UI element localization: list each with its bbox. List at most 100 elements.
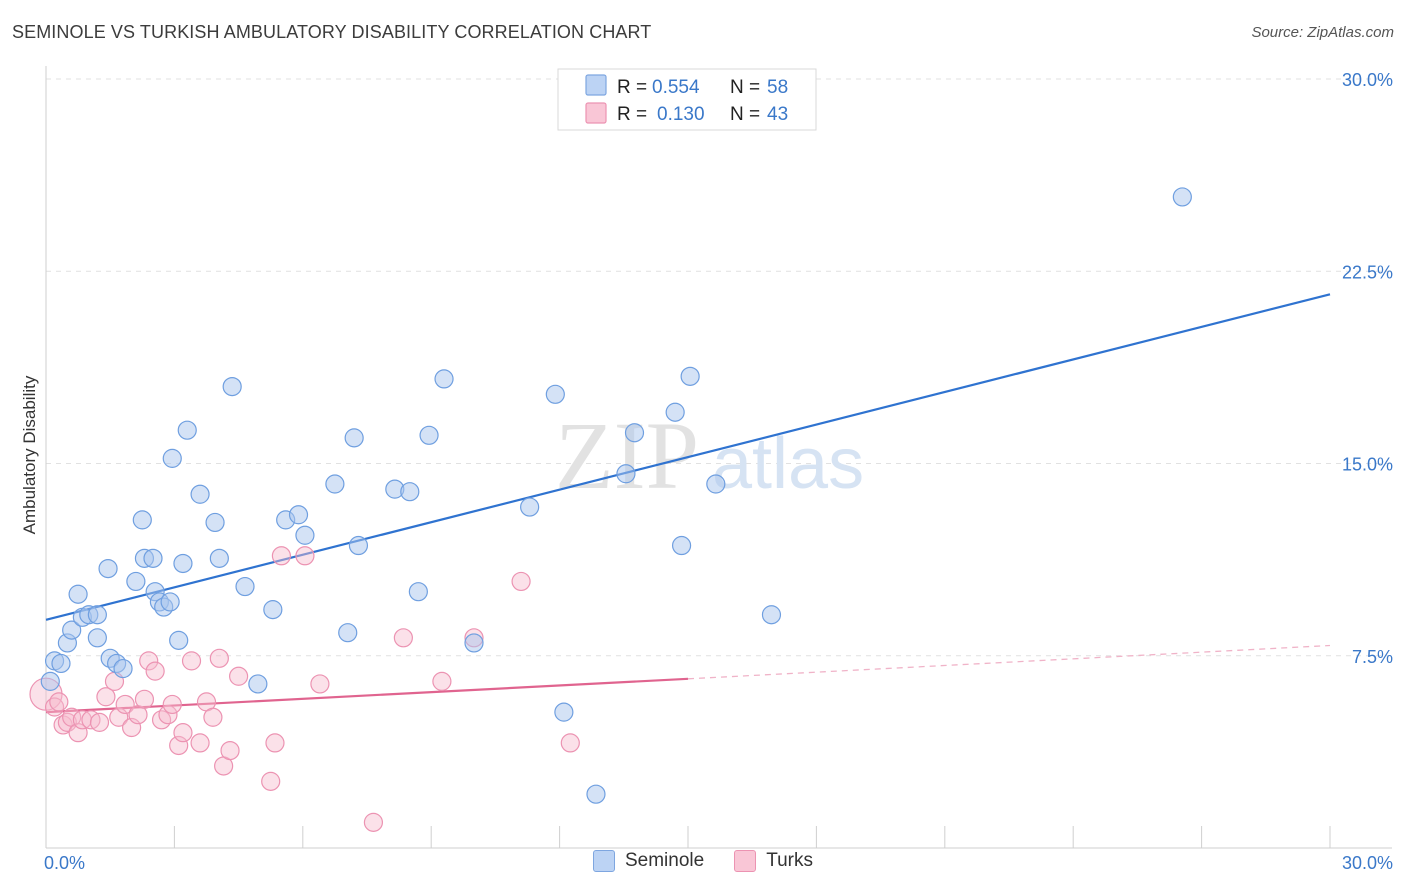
legend-n-label-turks: N = — [730, 104, 760, 125]
tick-labels: 7.5% 15.0% 22.5% 30.0% 0.0% 30.0% — [44, 70, 1393, 873]
turks-point — [190, 733, 210, 753]
turks-point — [181, 651, 202, 671]
turks-point — [393, 628, 413, 648]
axes — [45, 66, 1392, 849]
seminole-point — [143, 548, 163, 568]
y-tick-label-2: 22.5% — [1342, 262, 1393, 282]
seminole-point — [338, 623, 358, 643]
turks-point — [295, 546, 315, 566]
turks-point — [310, 674, 330, 694]
seminole-point — [162, 448, 182, 468]
watermark-atlas: atlas — [712, 424, 864, 504]
seminole-point — [520, 497, 540, 517]
legend-swatch-turks — [585, 102, 607, 124]
legend-item-turks: Turks — [734, 850, 813, 872]
seminole-point — [209, 548, 229, 568]
legend-label-seminole: Seminole — [624, 850, 705, 871]
seminole-point — [87, 605, 107, 625]
turks-point — [169, 735, 189, 756]
seminole-point — [40, 671, 60, 691]
legend-n-value-turks: 43 — [767, 104, 788, 125]
seminole-point — [400, 482, 420, 502]
seminole-trend-line — [45, 293, 1331, 621]
legend-n-value-seminole: 58 — [767, 77, 788, 98]
turks-point — [49, 692, 69, 712]
grid-lines — [46, 78, 1392, 657]
seminole-point — [761, 605, 782, 625]
seminole-point — [68, 584, 88, 604]
turks-trend-line — [45, 677, 689, 714]
turks-point — [261, 771, 281, 791]
turks-trend-extension — [687, 644, 1331, 680]
turks-point — [271, 546, 291, 566]
seminole-point — [706, 474, 726, 494]
seminole-point — [263, 600, 283, 620]
seminole-point — [586, 784, 606, 804]
turks-point — [151, 710, 172, 730]
y-tick-label-0: 7.5% — [1352, 647, 1393, 667]
legend-r-value-seminole: 0.554 — [652, 77, 700, 98]
turks-point — [158, 705, 178, 725]
seminole-point — [173, 553, 193, 574]
seminole-point — [554, 702, 574, 722]
turks-point — [511, 571, 531, 592]
legend-r-label-turks: R = — [617, 104, 647, 125]
seminole-point — [288, 505, 309, 525]
turks-point — [68, 723, 88, 743]
seminole-point — [325, 474, 345, 494]
seminole-point — [464, 633, 484, 653]
seminole-point — [98, 558, 118, 579]
legend-swatch-seminole — [585, 74, 607, 96]
seminole-point — [434, 369, 454, 389]
seminole-point — [205, 512, 225, 533]
turks-point — [363, 812, 384, 832]
bottom-legend: Seminole Turks — [0, 850, 1406, 872]
seminole-point — [248, 674, 268, 694]
seminole-point — [419, 425, 439, 445]
turks-point — [229, 666, 249, 686]
turks-point — [162, 694, 182, 715]
turks-point — [96, 687, 116, 707]
turks-point — [89, 712, 110, 732]
seminole-point — [616, 464, 636, 484]
seminole-point — [408, 582, 428, 602]
turks-point — [139, 651, 159, 671]
legend-swatch-seminole-bottom — [592, 850, 615, 872]
seminole-point — [295, 525, 315, 545]
y-tick-label-1: 15.0% — [1342, 455, 1393, 475]
seminole-point — [190, 484, 210, 504]
seminole-point — [665, 402, 685, 422]
x-tick-label-0: 0.0% — [44, 853, 85, 873]
seminole-point — [680, 366, 700, 386]
top-legend: R = 0.554 N = 58 R = 0.130 N = 43 — [557, 68, 817, 131]
seminole-point — [113, 658, 133, 679]
legend-swatch-turks-bottom — [734, 850, 757, 872]
seminole-point — [169, 630, 189, 650]
seminole-point — [126, 571, 146, 592]
turks-point — [560, 733, 580, 753]
seminole-point — [671, 535, 692, 556]
legend-n-label-seminole: N = — [730, 77, 760, 98]
seminole-point — [344, 428, 364, 448]
legend-r-value-turks: 0.130 — [657, 104, 705, 125]
seminole-point — [545, 384, 565, 404]
seminole-point — [222, 377, 242, 397]
turks-point — [115, 694, 135, 715]
seminole-point — [62, 620, 82, 640]
legend-label-turks: Turks — [766, 850, 813, 871]
turks-point — [173, 723, 193, 743]
legend-item-seminole: Seminole — [592, 850, 705, 872]
seminole-point — [132, 510, 152, 530]
watermark: ZIP atlas — [555, 402, 864, 509]
turks-point — [265, 733, 285, 753]
turks-point — [432, 671, 452, 691]
legend-r-label-seminole: R = — [617, 77, 647, 98]
data-points — [29, 187, 1192, 832]
seminole-point — [177, 420, 197, 440]
x-tick-label-1: 30.0% — [1342, 853, 1393, 873]
seminole-point — [348, 535, 369, 556]
turks-point — [134, 689, 155, 709]
turks-point — [209, 648, 229, 668]
seminole-point — [160, 592, 180, 612]
